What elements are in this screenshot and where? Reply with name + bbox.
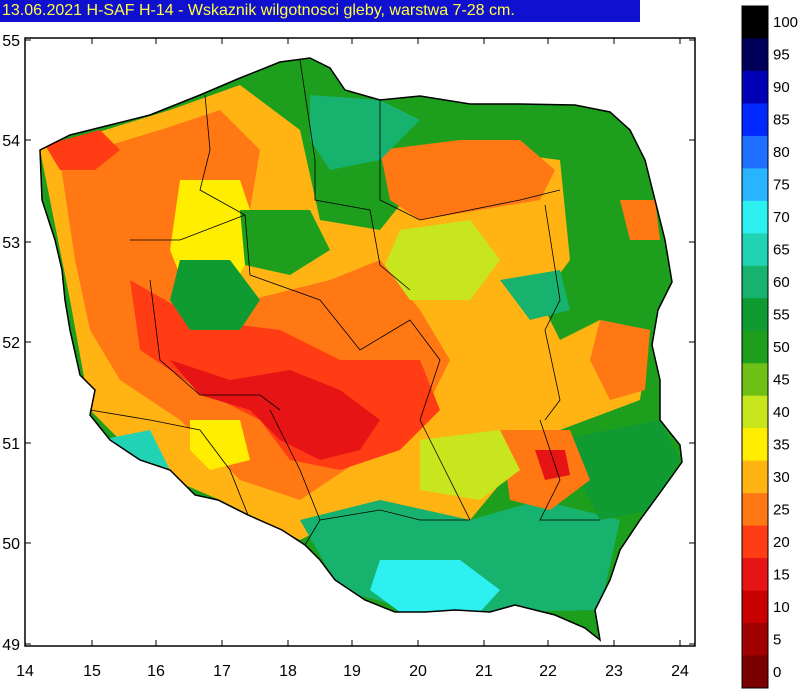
colorbar-swatch — [742, 525, 768, 559]
zone-green-east — [560, 120, 665, 300]
x-tick-label: 24 — [671, 663, 689, 680]
colorbar-legend: 1009590858075706560555045403530252015105… — [741, 5, 798, 689]
zone-northwest-red — [45, 130, 120, 170]
colorbar-swatch — [742, 363, 768, 397]
colorbar-label: 0 — [773, 664, 781, 681]
x-tick-label: 15 — [83, 663, 101, 680]
zone-green-ne2 — [310, 95, 420, 170]
y-tick-label: 49 — [2, 637, 20, 654]
colorbar-label: 100 — [773, 14, 798, 31]
colorbar-frame — [741, 5, 769, 689]
colorbar-swatch — [742, 135, 768, 169]
x-tick-label: 14 — [16, 663, 34, 680]
x-tick-label: 21 — [475, 663, 493, 680]
zone-yellow-sw — [190, 420, 250, 470]
colorbar-label: 70 — [773, 209, 790, 226]
y-tick-label: 51 — [2, 436, 20, 453]
colorbar-swatch — [742, 428, 768, 462]
colorbar-label: 80 — [773, 144, 790, 161]
colorbar-swatch — [742, 70, 768, 104]
colorbar-swatch — [742, 200, 768, 234]
colorbar-label: 35 — [773, 436, 790, 453]
zone-red-se — [535, 450, 570, 480]
colorbar-swatch — [742, 103, 768, 137]
colorbar-swatch — [742, 168, 768, 202]
colorbar-swatch — [742, 395, 768, 429]
colorbar-swatch — [742, 298, 768, 332]
colorbar-label: 20 — [773, 534, 790, 551]
zone-lime-ne — [385, 220, 500, 300]
zone-north-orange — [380, 140, 555, 220]
x-ticks — [24, 38, 681, 646]
y-ticks — [25, 39, 695, 645]
colorbar-label: 75 — [773, 177, 790, 194]
colorbar-label: 30 — [773, 469, 790, 486]
colorbar-label: 60 — [773, 274, 790, 291]
zone-lime-south — [420, 430, 520, 500]
colorbar-label: 5 — [773, 631, 781, 648]
x-tick-label: 22 — [539, 663, 557, 680]
zone-15-20 — [170, 360, 380, 460]
zone-orange-northeast — [620, 200, 660, 240]
zone-green-central — [170, 260, 260, 330]
colorbar-swatch — [742, 558, 768, 592]
y-tick-label: 53 — [2, 235, 20, 252]
colorbar-label: 65 — [773, 242, 790, 259]
colorbar-swatch — [742, 590, 768, 624]
colorbar-label: 25 — [773, 501, 790, 518]
x-tick-labels: 14 15 16 17 18 19 20 21 22 23 24 — [16, 663, 689, 680]
colorbar-label: 50 — [773, 339, 790, 356]
y-tick-label: 52 — [2, 335, 20, 352]
colorbar-label: 10 — [773, 599, 790, 616]
y-tick-label: 50 — [2, 536, 20, 553]
colorbar-swatch — [742, 6, 768, 39]
colorbar-label: 40 — [773, 404, 790, 421]
x-tick-label: 17 — [213, 663, 231, 680]
colorbar-swatch — [742, 460, 768, 494]
x-tick-label: 20 — [409, 663, 427, 680]
colorbar-label: 15 — [773, 566, 790, 583]
colorbar-swatch — [742, 233, 768, 267]
map-title: 13.06.2021 H-SAF H-14 - Wskaznik wilgotn… — [0, 0, 640, 22]
zone-green-southeast — [560, 420, 680, 520]
x-tick-label: 18 — [279, 663, 297, 680]
colorbar-swatch — [742, 493, 768, 527]
colorbar-swatch — [742, 330, 768, 364]
y-tick-labels: 55 54 53 52 51 50 49 — [2, 33, 20, 654]
y-tick-label: 55 — [2, 33, 20, 50]
x-tick-label: 16 — [147, 663, 165, 680]
colorbar-swatch — [742, 38, 768, 72]
y-tick-label: 54 — [2, 133, 20, 150]
colorbar-swatch — [742, 655, 768, 689]
colorbar-label: 85 — [773, 112, 790, 129]
colorbar-label: 95 — [773, 47, 790, 64]
province-borders — [89, 59, 600, 546]
zone-orange-east — [590, 320, 650, 400]
zone-cyan-south — [370, 560, 500, 612]
colorbar-label: 45 — [773, 371, 790, 388]
x-tick-label: 23 — [605, 663, 623, 680]
colorbar-swatch — [742, 623, 768, 657]
x-tick-label: 19 — [343, 663, 361, 680]
colorbar-label: 55 — [773, 307, 790, 324]
colorbar-label: 90 — [773, 79, 790, 96]
zone-green-lake — [500, 270, 570, 320]
colorbar-swatch — [742, 265, 768, 299]
zone-green-north — [240, 210, 330, 275]
